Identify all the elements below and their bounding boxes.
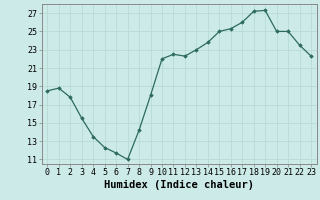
X-axis label: Humidex (Indice chaleur): Humidex (Indice chaleur): [104, 180, 254, 190]
